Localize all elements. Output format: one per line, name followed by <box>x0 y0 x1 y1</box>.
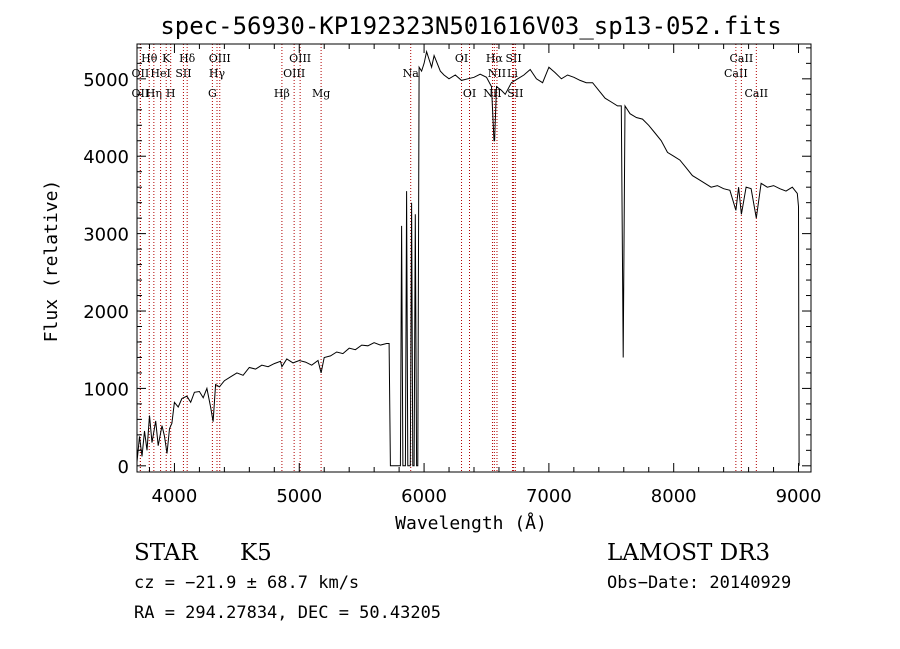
x-tick-label: 9000 <box>776 486 822 507</box>
y-tick-label: 0 <box>118 457 129 478</box>
line-marker-label: Hα <box>486 52 504 65</box>
line-marker-label: G <box>208 87 217 100</box>
line-marker-label: OIII <box>283 67 305 80</box>
line-marker-label: OI <box>463 87 476 100</box>
line-marker-label: CaII <box>744 87 768 100</box>
line-marker-label: CaII <box>730 52 754 65</box>
x-tick-label: 6000 <box>401 486 447 507</box>
x-axis-label: Wavelength (Å) <box>395 512 547 534</box>
line-marker-label: Hη <box>146 87 162 100</box>
line-marker-label: K <box>162 52 171 65</box>
line-marker-label: OII <box>132 87 150 100</box>
line-marker-label: SII <box>175 67 191 80</box>
coordinates: RA = 294.27834, DEC = 50.43205 <box>134 603 442 623</box>
x-tick-label: 7000 <box>526 486 572 507</box>
plot-frame <box>136 43 812 473</box>
line-marker-label: Li <box>507 67 518 80</box>
line-marker-label: HeI <box>150 67 170 80</box>
line-marker-label: SII <box>505 52 521 65</box>
line-marker-label: OIII <box>209 52 231 65</box>
y-tick-label: 2000 <box>83 302 129 323</box>
axes: 4000 5000 6000 7000 8000 9000 0 1000 2000 3000 400… <box>83 44 821 507</box>
y-tick-label: 3000 <box>83 225 129 246</box>
line-marker-label: OI <box>455 52 468 65</box>
flux-series-line <box>136 49 800 467</box>
line-marker-label: SII <box>507 87 523 100</box>
y-axis-label: Flux (relative) <box>41 180 62 343</box>
line-marker-label: NII <box>488 67 506 80</box>
y-tick-label: 1000 <box>83 379 129 400</box>
redshift-cz: cz = −21.9 ± 68.7 km/s <box>134 573 360 593</box>
line-marker-label: Hθ <box>141 52 158 65</box>
line-marker-label: Mg <box>312 87 330 100</box>
object-subclass: K5 <box>240 540 272 566</box>
line-marker-label: Hβ <box>274 87 290 100</box>
line-marker-label: OII <box>132 67 150 80</box>
line-marker-label: Hγ <box>209 67 226 80</box>
survey-name: LAMOST DR3 <box>607 540 771 566</box>
y-tick-label: 5000 <box>83 70 129 91</box>
line-marker-label: NII <box>483 87 501 100</box>
x-tick-label: 5000 <box>276 486 322 507</box>
observation-date: Obs−Date: 20140929 <box>607 573 792 593</box>
line-marker-label: H <box>166 87 176 100</box>
object-class: STAR <box>134 540 198 566</box>
spectrum-chart: spec-56930-KP192323N501616V03_sp13-052.f… <box>41 12 821 534</box>
line-marker-label: OIII <box>289 52 311 65</box>
chart-title: spec-56930-KP192323N501616V03_sp13-052.f… <box>160 12 781 40</box>
x-tick-label: 8000 <box>651 486 697 507</box>
line-marker-label: Na <box>403 67 420 80</box>
line-markers: HθHηOIIOIIHeIKHSIIHδGHγOIIIHβOIIIOIIIMgN… <box>132 44 768 472</box>
line-marker-label: Hδ <box>179 52 196 65</box>
x-tick-label: 4000 <box>152 486 198 507</box>
line-marker-label: CaII <box>724 67 748 80</box>
y-tick-label: 4000 <box>83 147 129 168</box>
